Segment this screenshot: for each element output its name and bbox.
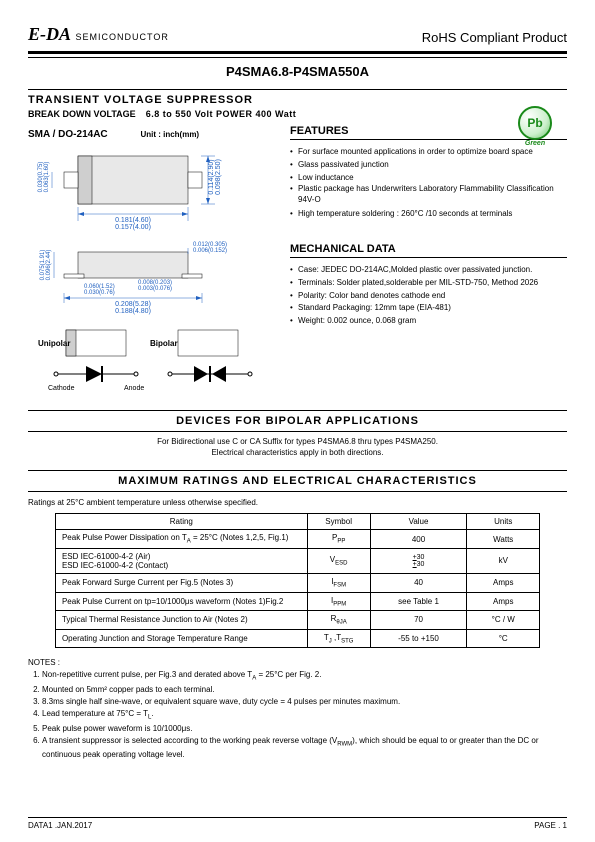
- notes-list: Non-repetitive current pulse, per Fig.3 …: [28, 669, 567, 761]
- svg-text:0.098(2.50): 0.098(2.50): [215, 159, 222, 195]
- mech-item: Weight: 0.002 ounce, 0.068 gram: [290, 315, 567, 328]
- svg-text:0.188(4.80): 0.188(4.80): [115, 308, 151, 315]
- note-item: Mounted on 5mm² copper pads to each term…: [42, 684, 567, 696]
- svg-text:0.208(5.28): 0.208(5.28): [115, 301, 151, 308]
- table-row: Operating Junction and Storage Temperatu…: [55, 629, 539, 648]
- col-rating: Rating: [55, 514, 307, 530]
- mechanical-list: Case: JEDEC DO-214AC,Molded plastic over…: [290, 264, 567, 328]
- note-item: Non-repetitive current pulse, per Fig.3 …: [42, 669, 567, 684]
- package-top-view: 0.181(4.60) 0.157(4.00) 0.114(2.90) 0.09…: [28, 144, 276, 236]
- col-units: Units: [467, 514, 540, 530]
- feature-item: For surface mounted applications in orde…: [290, 146, 567, 159]
- svg-text:Cathode: Cathode: [48, 385, 75, 392]
- feature-item: High temperature soldering : 260°C /10 s…: [290, 208, 567, 221]
- svg-text:0.114(2.90): 0.114(2.90): [208, 159, 215, 194]
- table-row: ESD IEC-61000-4-2 (Air)ESD IEC-61000-4-2…: [55, 548, 539, 573]
- tvs-title: TRANSIENT VOLTAGE SUPPRESSOR: [28, 94, 567, 106]
- svg-text:0.075(1.91): 0.075(1.91): [40, 250, 46, 281]
- table-row: Peak Forward Surge Current per Fig.5 (No…: [55, 573, 539, 592]
- svg-text:0.181(4.60): 0.181(4.60): [115, 217, 151, 224]
- package-side-view: 0.208(5.28) 0.188(4.80) 0.060(1.52) 0.03…: [28, 240, 276, 322]
- svg-text:0.030(0.76): 0.030(0.76): [84, 290, 115, 296]
- mechanical-title: MECHANICAL DATA: [290, 243, 567, 258]
- col-value: Value: [370, 514, 467, 530]
- note-item: A transient suppressor is selected accor…: [42, 735, 567, 762]
- table-header-row: Rating Symbol Value Units: [55, 514, 539, 530]
- svg-text:0.006(0.152): 0.006(0.152): [193, 248, 227, 254]
- notes-title: NOTES :: [28, 658, 567, 667]
- polarity-diagram: Unipolar Bipolar Cathode Anode: [28, 326, 276, 398]
- brand: E-DA SEMICONDUCTOR: [28, 24, 169, 45]
- feature-item: Glass passivated junction: [290, 159, 567, 172]
- mech-item: Polarity: Color band denotes cathode end: [290, 290, 567, 303]
- svg-text:0.003(0.076): 0.003(0.076): [138, 286, 172, 292]
- max-ratings-title: MAXIMUM RATINGS AND ELECTRICAL CHARACTER…: [28, 470, 567, 492]
- svg-text:Bipolar: Bipolar: [150, 339, 178, 348]
- svg-text:0.096(2.44): 0.096(2.44): [46, 250, 52, 281]
- divider-thin: [28, 57, 567, 58]
- table-row: Peak Pulse Current on tp=10/1000μs wavef…: [55, 592, 539, 611]
- feature-item: Plastic package has Underwriters Laborat…: [290, 184, 567, 208]
- bipolar-note: For Bidirectional use C or CA Suffix for…: [28, 436, 567, 458]
- unit-label: Unit : inch(mm): [140, 130, 199, 139]
- bdv-value: 6.8 to 550 Volt POWER 400 Watt: [146, 109, 297, 119]
- page-footer: DATA1 .JAN.2017 PAGE . 1: [28, 817, 567, 830]
- feature-item: Low inductance: [290, 172, 567, 185]
- footer-page: PAGE . 1: [534, 821, 567, 830]
- note-item: 8.3ms single half sine-wave, or equivale…: [42, 696, 567, 708]
- note-item: Lead temperature at 75°C = TL.: [42, 708, 567, 723]
- part-title: P4SMA6.8-P4SMA550A: [28, 64, 567, 79]
- svg-text:0.157(4.00): 0.157(4.00): [115, 224, 151, 231]
- ratings-table: Rating Symbol Value Units Peak Pulse Pow…: [55, 513, 540, 648]
- svg-text:0.030(0.75): 0.030(0.75): [38, 162, 44, 193]
- rohs-label: RoHS Compliant Product: [422, 30, 567, 45]
- svg-text:0.063(1.60): 0.063(1.60): [44, 162, 50, 193]
- footer-date: DATA1 .JAN.2017: [28, 821, 92, 830]
- mech-item: Standard Packaging: 12mm tape (EIA-481): [290, 302, 567, 315]
- pb-icon: Pb: [518, 106, 552, 140]
- col-symbol: Symbol: [307, 514, 370, 530]
- note-item: Peak pulse power waveform is 10/1000μs.: [42, 723, 567, 735]
- svg-text:Anode: Anode: [124, 385, 144, 392]
- brand-sub: SEMICONDUCTOR: [76, 32, 169, 42]
- ratings-conditions: Ratings at 25°C ambient temperature unle…: [28, 498, 567, 507]
- bdv-label: BREAK DOWN VOLTAGE: [28, 109, 136, 119]
- divider-thick: [28, 51, 567, 54]
- svg-text:Unipolar: Unipolar: [38, 339, 70, 348]
- features-list: For surface mounted applications in orde…: [290, 146, 567, 221]
- brand-main: E-DA: [28, 24, 71, 44]
- package-label: SMA / DO-214AC: [28, 129, 108, 140]
- table-row: Typical Thermal Resistance Junction to A…: [55, 611, 539, 630]
- table-row: Peak Pulse Power Dissipation on TA = 25°…: [55, 530, 539, 549]
- pb-free-badge: Pb Green: [515, 106, 555, 146]
- bipolar-section-title: DEVICES FOR BIPOLAR APPLICATIONS: [28, 410, 567, 432]
- mech-item: Case: JEDEC DO-214AC,Molded plastic over…: [290, 264, 567, 277]
- mech-item: Terminals: Solder plated,solderable per …: [290, 277, 567, 290]
